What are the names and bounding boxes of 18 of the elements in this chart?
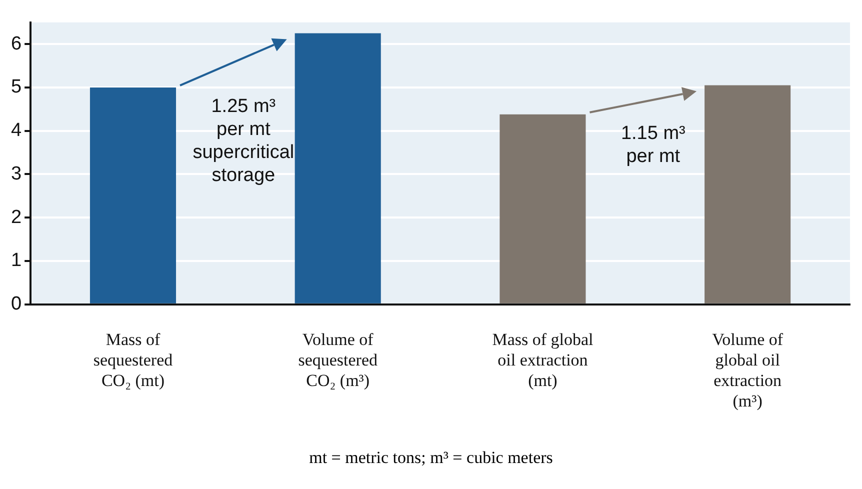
annotation: 1.15 m³ per mt xyxy=(620,123,686,168)
y-tick-label: 4 xyxy=(10,120,22,142)
y-tick-label: 6 xyxy=(10,33,22,54)
y-tick-label: 5 xyxy=(10,76,22,98)
y-tick-label: 2 xyxy=(10,206,22,228)
x-tick-label: Mass of sequestered CO₂ (mt) xyxy=(93,330,174,390)
bar xyxy=(294,33,381,304)
bar xyxy=(500,114,586,304)
x-tick-label: Volume of global oil extraction (m³) xyxy=(712,330,784,410)
x-tick-label: Volume of sequestered CO₂ (m³) xyxy=(298,330,378,390)
text: mt = metric tons; m³ = cubic meters xyxy=(308,448,554,468)
annotation: 1.25 m³ per mt supercritical storage xyxy=(192,96,294,186)
y-tick-label: 3 xyxy=(10,163,22,184)
y-tick-label: 1 xyxy=(10,250,22,272)
bar xyxy=(90,87,176,304)
x-tick-label: Mass of global oil extraction (mt) xyxy=(492,330,594,390)
bar xyxy=(704,85,791,304)
y-tick-label: 0 xyxy=(10,294,22,315)
